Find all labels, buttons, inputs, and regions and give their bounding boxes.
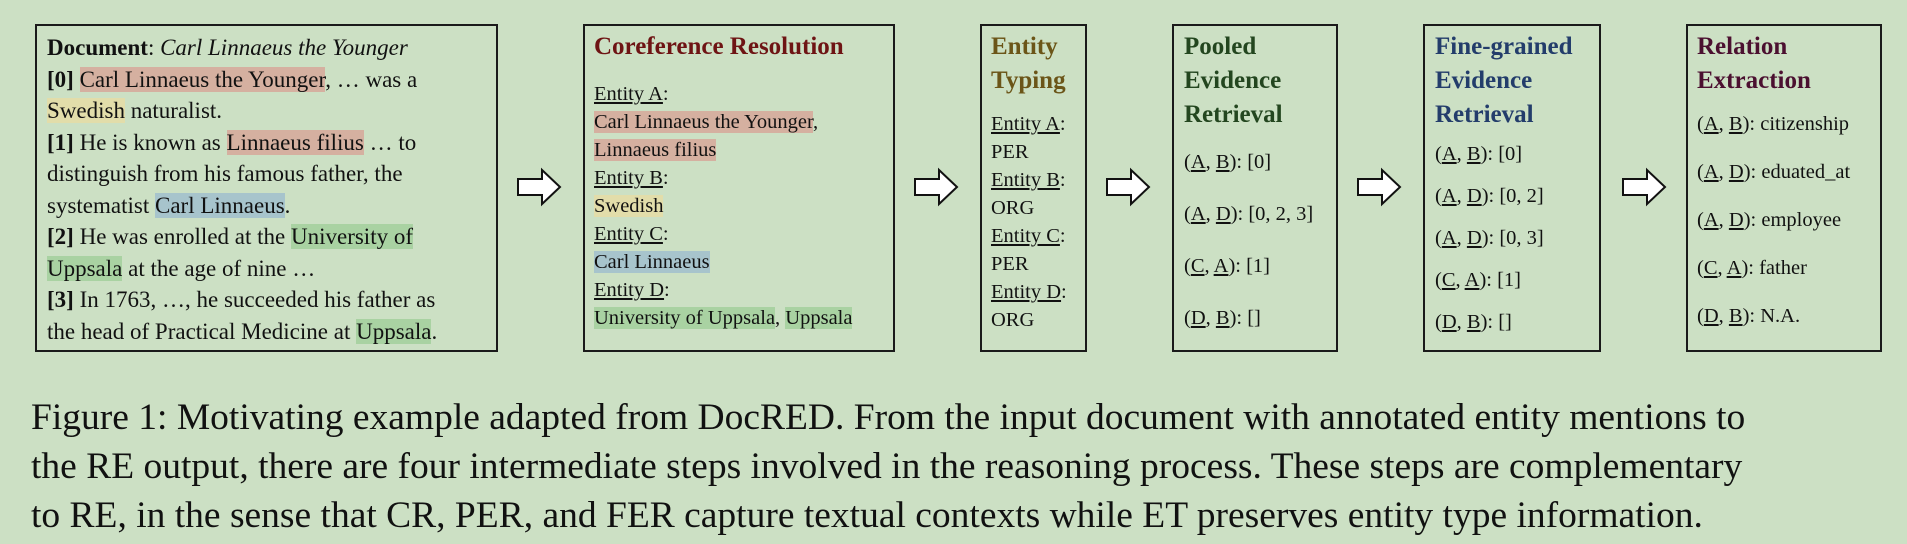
mention-entity-d: Uppsala	[47, 255, 123, 281]
entity-pair-evidence: (C, A): [1]	[1435, 269, 1522, 291]
entity-pair-relation: (D, B): N.A.	[1697, 305, 1801, 327]
entity-label: Entity A	[594, 83, 663, 105]
mention-entity-a: Carl Linnaeus the Younger	[594, 111, 813, 133]
entity-label: Entity D	[594, 279, 665, 301]
sentence-2: [2] He was enrolled at the University of	[47, 224, 413, 249]
entity-pair-evidence: (A, B): [0]	[1435, 143, 1523, 165]
entity-pair-relation: (A, B): citizenship	[1697, 113, 1850, 135]
entity-pair-evidence: (D, B): []	[1184, 307, 1261, 329]
mention-entity-c: Carl Linnaeus	[154, 192, 285, 218]
document-title: Document: Carl Linnaeus the Younger	[47, 35, 408, 60]
coreference-resolution-box: Coreference Resolution Entity A: Carl Li…	[583, 24, 895, 352]
mention-entity-a: Carl Linnaeus the Younger	[79, 66, 326, 92]
flow-arrow-icon	[1106, 167, 1151, 207]
pooled-evidence-retrieval-box: Pooled Evidence Retrieval (A, B): [0] (A, …	[1172, 24, 1338, 352]
entity-pair-relation: (A, D): employee	[1697, 209, 1842, 231]
entity-label: Entity D	[991, 281, 1062, 303]
mention-entity-c: Carl Linnaeus	[594, 251, 710, 273]
entity-type: PER	[991, 253, 1029, 275]
mention-entity-b: Swedish	[47, 98, 125, 123]
fine-grained-evidence-title: Fine-grained Evidence Retrieval	[1435, 33, 1573, 128]
sentence-3: [3] In 1763, …, he succeeded his father …	[47, 287, 436, 312]
entity-type: ORG	[991, 309, 1035, 331]
entity-pair-evidence: (A, D): [0, 3]	[1435, 227, 1544, 249]
mention-entity-a: Linnaeus filius	[226, 129, 364, 155]
entity-pair-relation: (C, A): father	[1697, 257, 1807, 279]
entity-pair-evidence: (A, B): [0]	[1184, 151, 1272, 173]
entity-type: PER	[991, 141, 1029, 163]
entity-pair-evidence: (A, D): [0, 2]	[1435, 185, 1544, 207]
relation-extraction-box: Relation Extraction (A, B): citizenship (…	[1686, 24, 1882, 352]
sentence-1: [1] He is known as Linnaeus filius … to	[47, 129, 417, 155]
mention-entity-d: University of	[290, 224, 413, 249]
entity-typing-box: Entity Typing Entity A: PER Entity B: ORG…	[980, 24, 1087, 352]
pooled-evidence-title: Pooled Evidence Retrieval	[1184, 33, 1283, 128]
entity-pair-evidence: (C, A): [1]	[1184, 255, 1271, 277]
entity-pair-evidence: (D, B): []	[1435, 311, 1512, 333]
entity-pair-relation: (A, D): eduated_at	[1697, 161, 1851, 183]
fine-grained-evidence-retrieval-box: Fine-grained Evidence Retrieval (A, B): [0…	[1423, 24, 1601, 352]
coreference-title: Coreference Resolution	[594, 33, 844, 60]
mention-entity-b: Swedish	[594, 195, 664, 217]
mention-entity-a: Linnaeus filius	[594, 139, 717, 161]
flow-arrow-icon	[517, 167, 562, 207]
document-box: Document: Carl Linnaeus the Younger [0] …	[35, 24, 498, 352]
entity-label: Entity B	[594, 167, 663, 189]
mention-entity-d: University of Uppsala	[594, 307, 776, 329]
entity-label: Entity C	[991, 225, 1060, 247]
flow-arrow-icon	[914, 167, 959, 207]
entity-type: ORG	[991, 197, 1035, 219]
relation-extraction-title: Relation Extraction	[1697, 33, 1811, 94]
mention-entity-d: Uppsala	[356, 318, 432, 344]
mention-entity-d: Uppsala	[785, 307, 853, 329]
sentence-0: [0] Carl Linnaeus the Younger, … was a	[47, 66, 418, 92]
entity-typing-title: Entity Typing	[991, 33, 1066, 94]
entity-label: Entity A	[991, 113, 1060, 135]
flow-arrow-icon	[1622, 167, 1667, 207]
entity-label: Entity B	[991, 169, 1060, 191]
figure-caption: Figure 1: Motivating example adapted fro…	[31, 397, 1746, 536]
entity-pair-evidence: (A, D): [0, 2, 3]	[1184, 203, 1314, 225]
entity-label: Entity C	[594, 223, 663, 245]
flow-arrow-icon	[1357, 167, 1402, 207]
